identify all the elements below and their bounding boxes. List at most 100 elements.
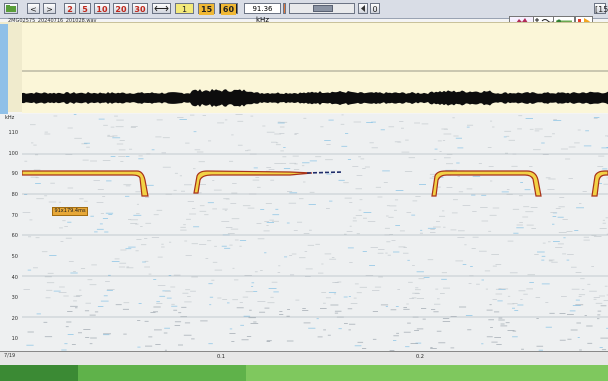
noise-speck	[292, 155, 299, 157]
noise-speck	[76, 295, 83, 296]
scrollbar-thumb[interactable]	[0, 365, 78, 381]
noise-speck	[559, 339, 566, 341]
gain-slider-thumb[interactable]	[313, 5, 333, 12]
noise-speck	[467, 329, 472, 331]
noise-speck	[403, 331, 411, 333]
noise-speck	[214, 245, 217, 247]
noise-speck	[318, 272, 324, 274]
zoom-1-button[interactable]: 1	[175, 3, 194, 14]
fit-view-button[interactable]	[152, 3, 171, 14]
selection-strip[interactable]	[0, 24, 8, 118]
time-20-button[interactable]: 20	[113, 3, 129, 14]
noise-speck	[277, 122, 285, 124]
noise-speck	[44, 131, 48, 133]
noise-speck	[433, 311, 439, 313]
noise-speck	[151, 237, 160, 238]
noise-speck	[252, 179, 260, 181]
noise-speck	[353, 121, 362, 123]
noise-speck	[443, 287, 450, 289]
next-file-button[interactable]: >	[43, 3, 56, 14]
noise-speck	[115, 304, 122, 306]
noise-speck	[44, 336, 53, 338]
noise-speck	[114, 258, 120, 260]
noise-speck	[190, 114, 195, 116]
noise-speck	[293, 169, 300, 170]
noise-speck	[304, 251, 308, 252]
noise-speck	[211, 279, 215, 281]
noise-speck	[524, 189, 531, 191]
call-4[interactable]	[591, 170, 608, 197]
noise-speck	[416, 328, 424, 330]
noise-speck	[457, 147, 464, 149]
time-2-button[interactable]: 2	[64, 3, 76, 14]
file-scrollbar[interactable]	[0, 365, 608, 381]
noise-speck	[576, 207, 584, 209]
noise-speck	[85, 337, 90, 338]
noise-speck	[157, 285, 166, 286]
noise-speck	[273, 291, 279, 293]
noise-speck	[435, 288, 439, 290]
noise-speck	[232, 183, 237, 184]
noise-speck	[548, 260, 553, 262]
noise-speck	[363, 212, 372, 213]
noise-speck	[294, 134, 297, 135]
noise-speck	[549, 312, 555, 314]
noise-speck	[552, 223, 555, 225]
noise-speck	[242, 296, 249, 298]
noise-speck	[574, 142, 580, 144]
noise-speck	[571, 266, 577, 268]
noise-speck	[161, 243, 164, 245]
noise-speck	[514, 310, 519, 311]
noise-speck	[280, 121, 288, 123]
noise-speck	[545, 177, 551, 179]
scroll-left-button[interactable]	[358, 3, 368, 14]
noise-speck	[294, 133, 299, 134]
noise-speck	[395, 190, 404, 191]
call-3[interactable]	[431, 170, 542, 197]
noise-speck	[330, 304, 339, 306]
noise-speck	[33, 169, 41, 171]
zoom-60-button[interactable]: 60	[219, 3, 238, 15]
noise-speck	[458, 191, 464, 193]
noise-speck	[229, 333, 236, 334]
time-30-button[interactable]: 30	[132, 3, 148, 14]
spectrogram-panel[interactable]	[22, 114, 608, 351]
zoom-15-button[interactable]: 15	[198, 3, 215, 15]
noise-speck	[87, 279, 93, 281]
noise-speck	[597, 310, 602, 312]
noise-speck	[239, 245, 242, 247]
time-10-button[interactable]: 10	[94, 3, 110, 14]
open-file-button[interactable]	[4, 3, 18, 14]
time-5-button[interactable]: 5	[79, 3, 91, 14]
noise-speck	[102, 196, 106, 197]
noise-speck	[73, 300, 77, 302]
noise-speck	[185, 142, 190, 144]
waveform-panel[interactable]	[22, 22, 608, 113]
noise-speck	[110, 126, 115, 128]
noise-speck	[507, 295, 511, 297]
call-2[interactable]	[193, 170, 343, 194]
noise-speck	[107, 135, 115, 137]
page-indicator: 7/19	[4, 353, 16, 359]
gain-slider[interactable]	[289, 3, 355, 14]
noise-speck	[137, 346, 141, 348]
noise-speck	[144, 266, 150, 268]
noise-speck	[302, 310, 309, 311]
noise-speck	[415, 196, 421, 197]
noise-speck	[136, 213, 140, 215]
noise-speck	[90, 337, 97, 339]
noise-speck	[67, 187, 74, 189]
prev-file-button[interactable]: <	[27, 3, 40, 14]
noise-speck	[332, 282, 338, 283]
noise-speck	[303, 322, 311, 324]
noise-speck	[125, 195, 130, 197]
noise-speck	[512, 208, 520, 210]
noise-speck	[208, 140, 212, 142]
noise-speck	[377, 252, 384, 254]
call-1[interactable]	[22, 170, 149, 197]
noise-speck	[545, 326, 552, 328]
noise-speck	[263, 230, 270, 232]
noise-speck	[414, 293, 420, 294]
noise-speck	[96, 228, 104, 230]
noise-speck	[305, 276, 311, 277]
